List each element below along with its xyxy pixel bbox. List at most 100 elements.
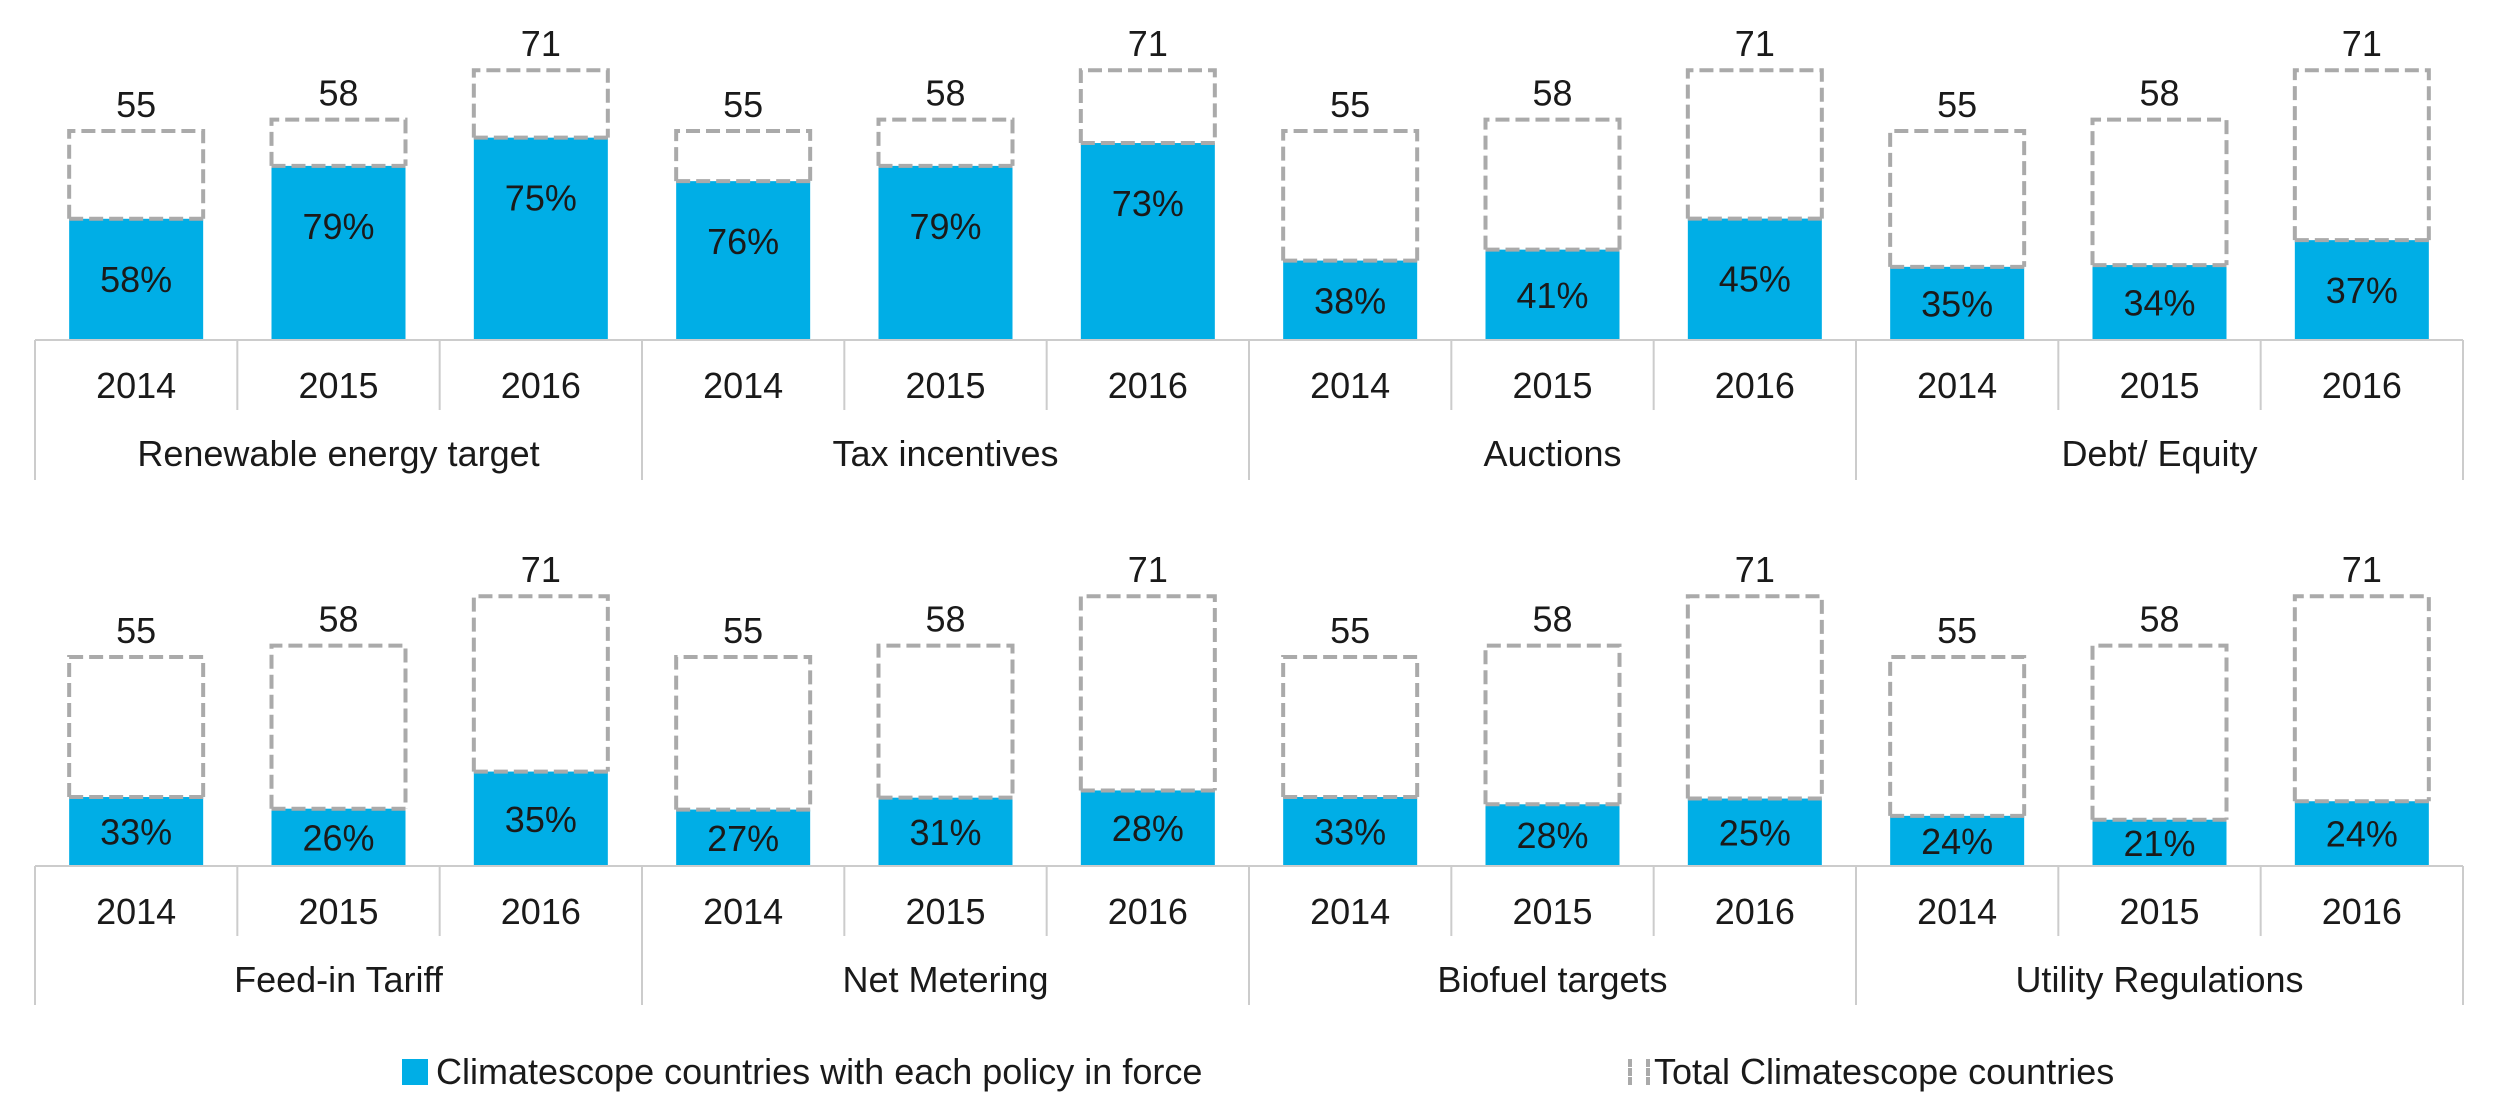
total-label-biofuel-targets-2014: 55 bbox=[1330, 610, 1370, 651]
total-outline-utility-regulations-2016 bbox=[2292, 594, 2431, 802]
bar-utility-regulations-2014 bbox=[1890, 815, 2025, 866]
bar-net-metering-2014 bbox=[676, 809, 811, 866]
year-label-biofuel-targets-2014: 2014 bbox=[1310, 891, 1390, 932]
total-label-debt-equity-2016: 71 bbox=[2342, 23, 2382, 64]
bar-auctions-2015 bbox=[1485, 249, 1620, 340]
group-label-renewable-energy-target: Renewable energy target bbox=[137, 433, 539, 474]
year-label-biofuel-targets-2015: 2015 bbox=[1512, 891, 1592, 932]
total-label-feed-in-tariff-2014: 55 bbox=[116, 610, 156, 651]
group-label-feed-in-tariff: Feed-in Tariff bbox=[234, 959, 444, 1000]
legend-total: Total Climatescope countries bbox=[1628, 1048, 2114, 1096]
total-label-debt-equity-2015: 58 bbox=[2139, 73, 2179, 114]
year-label-feed-in-tariff-2014: 2014 bbox=[96, 891, 176, 932]
total-label-biofuel-targets-2015: 58 bbox=[1532, 599, 1572, 640]
total-label-auctions-2014: 55 bbox=[1330, 84, 1370, 125]
bar-debt-equity-2014 bbox=[1890, 266, 2025, 340]
bar-feed-in-tariff-2015 bbox=[271, 808, 406, 866]
total-label-renewable-energy-target-2014: 55 bbox=[116, 84, 156, 125]
total-outline-debt-equity-2016 bbox=[2292, 68, 2431, 241]
year-label-debt-equity-2014: 2014 bbox=[1917, 365, 1997, 406]
year-label-biofuel-targets-2016: 2016 bbox=[1715, 891, 1795, 932]
year-label-auctions-2016: 2016 bbox=[1715, 365, 1795, 406]
percent-label-tax-incentives-2014: 76% bbox=[707, 221, 779, 262]
total-outline-auctions-2015 bbox=[1483, 117, 1622, 250]
total-label-utility-regulations-2016: 71 bbox=[2342, 549, 2382, 590]
year-label-renewable-energy-target-2014: 2014 bbox=[96, 365, 176, 406]
total-outline-net-metering-2016 bbox=[1078, 594, 1217, 791]
group-label-tax-incentives: Tax incentives bbox=[832, 433, 1058, 474]
year-label-net-metering-2014: 2014 bbox=[703, 891, 783, 932]
bar-biofuel-targets-2015 bbox=[1485, 804, 1620, 866]
year-label-tax-incentives-2014: 2014 bbox=[703, 365, 783, 406]
percent-label-utility-regulations-2014: 24% bbox=[1921, 821, 1993, 862]
legend-policy-swatch bbox=[402, 1059, 428, 1085]
total-outline-tax-incentives-2016 bbox=[1078, 68, 1217, 144]
bar-tax-incentives-2015 bbox=[878, 165, 1013, 340]
percent-label-biofuel-targets-2016: 25% bbox=[1719, 812, 1791, 853]
bar-feed-in-tariff-2014 bbox=[69, 797, 204, 866]
bar-utility-regulations-2016 bbox=[2294, 801, 2429, 866]
bar-auctions-2014 bbox=[1283, 260, 1418, 340]
year-label-renewable-energy-target-2015: 2015 bbox=[298, 365, 378, 406]
year-label-debt-equity-2016: 2016 bbox=[2322, 365, 2402, 406]
total-label-net-metering-2014: 55 bbox=[723, 610, 763, 651]
percent-label-feed-in-tariff-2014: 33% bbox=[100, 812, 172, 853]
year-label-feed-in-tariff-2016: 2016 bbox=[501, 891, 581, 932]
total-outline-biofuel-targets-2014 bbox=[1281, 655, 1420, 798]
percent-label-renewable-energy-target-2014: 58% bbox=[100, 259, 172, 300]
percent-label-renewable-energy-target-2015: 79% bbox=[302, 206, 374, 247]
total-label-net-metering-2016: 71 bbox=[1128, 549, 1168, 590]
percent-label-net-metering-2015: 31% bbox=[909, 812, 981, 853]
total-label-tax-incentives-2016: 71 bbox=[1128, 23, 1168, 64]
total-label-tax-incentives-2014: 55 bbox=[723, 84, 763, 125]
percent-label-renewable-energy-target-2016: 75% bbox=[505, 178, 577, 219]
year-label-auctions-2015: 2015 bbox=[1512, 365, 1592, 406]
percent-label-auctions-2015: 41% bbox=[1516, 275, 1588, 316]
legend-policy-label: Climatescope countries with each policy … bbox=[436, 1051, 1203, 1092]
legend-total-swatch bbox=[1628, 1059, 1650, 1085]
year-label-auctions-2014: 2014 bbox=[1310, 365, 1390, 406]
total-label-net-metering-2015: 58 bbox=[925, 599, 965, 640]
total-outline-renewable-energy-target-2015 bbox=[269, 117, 408, 166]
total-outline-auctions-2016 bbox=[1685, 68, 1824, 219]
year-label-tax-incentives-2015: 2015 bbox=[905, 365, 985, 406]
year-label-feed-in-tariff-2015: 2015 bbox=[298, 891, 378, 932]
group-label-utility-regulations: Utility Regulations bbox=[2015, 959, 2303, 1000]
total-label-biofuel-targets-2016: 71 bbox=[1735, 549, 1775, 590]
bar-renewable-energy-target-2016 bbox=[473, 137, 608, 340]
total-label-auctions-2016: 71 bbox=[1735, 23, 1775, 64]
total-label-utility-regulations-2015: 58 bbox=[2139, 599, 2179, 640]
bar-auctions-2016 bbox=[1687, 218, 1822, 340]
total-outline-biofuel-targets-2016 bbox=[1685, 594, 1824, 799]
percent-label-utility-regulations-2016: 24% bbox=[2326, 814, 2398, 855]
percent-label-biofuel-targets-2014: 33% bbox=[1314, 812, 1386, 853]
total-outline-net-metering-2014 bbox=[674, 655, 813, 810]
bar-renewable-energy-target-2014 bbox=[69, 218, 204, 340]
total-outline-tax-incentives-2015 bbox=[876, 117, 1015, 166]
percent-label-feed-in-tariff-2016: 35% bbox=[505, 799, 577, 840]
year-label-utility-regulations-2015: 2015 bbox=[2119, 891, 2199, 932]
bar-renewable-energy-target-2015 bbox=[271, 165, 406, 340]
total-label-feed-in-tariff-2016: 71 bbox=[521, 549, 561, 590]
percent-label-net-metering-2016: 28% bbox=[1112, 808, 1184, 849]
bar-net-metering-2015 bbox=[878, 797, 1013, 866]
year-label-renewable-energy-target-2016: 2016 bbox=[501, 365, 581, 406]
group-label-debt-equity: Debt/ Equity bbox=[2061, 433, 2257, 474]
bar-feed-in-tariff-2016 bbox=[473, 771, 608, 866]
percent-label-biofuel-targets-2015: 28% bbox=[1516, 815, 1588, 856]
percent-label-utility-regulations-2015: 21% bbox=[2123, 823, 2195, 864]
bar-tax-incentives-2016 bbox=[1080, 143, 1215, 340]
total-label-renewable-energy-target-2016: 71 bbox=[521, 23, 561, 64]
total-outline-net-metering-2015 bbox=[876, 643, 1015, 798]
legend-policy-in-force: Climatescope countries with each policy … bbox=[402, 1048, 1202, 1096]
bar-net-metering-2016 bbox=[1080, 790, 1215, 866]
legend-total-label: Total Climatescope countries bbox=[1654, 1051, 2115, 1092]
bar-tax-incentives-2014 bbox=[676, 181, 811, 340]
percent-label-net-metering-2014: 27% bbox=[707, 818, 779, 859]
bar-biofuel-targets-2014 bbox=[1283, 797, 1418, 866]
total-label-feed-in-tariff-2015: 58 bbox=[318, 599, 358, 640]
group-label-net-metering: Net Metering bbox=[842, 959, 1048, 1000]
total-outline-renewable-energy-target-2016 bbox=[471, 68, 610, 138]
total-label-renewable-energy-target-2015: 58 bbox=[318, 73, 358, 114]
group-label-biofuel-targets: Biofuel targets bbox=[1437, 959, 1667, 1000]
